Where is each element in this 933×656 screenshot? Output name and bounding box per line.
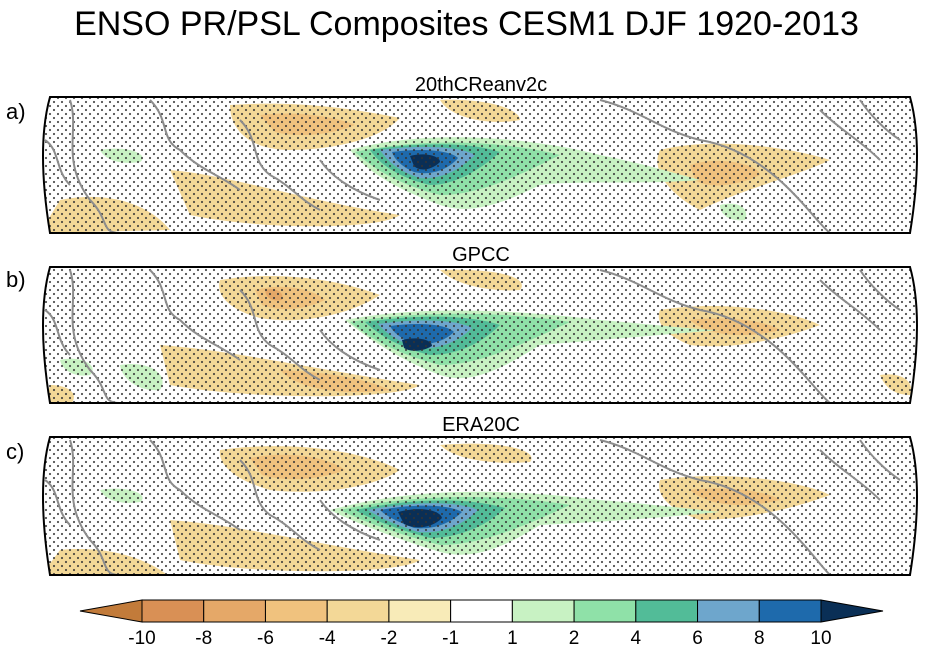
colorbar-tick-label: 6 xyxy=(692,628,703,649)
colorbar-segment xyxy=(635,599,699,623)
colorbar-segment xyxy=(326,599,390,623)
colorbar-segment xyxy=(388,599,452,623)
colorbar-segment xyxy=(758,599,822,623)
colorbar-segment xyxy=(141,599,205,623)
figure-title: ENSO PR/PSL Composites CESM1 DJF 1920-20… xyxy=(74,5,859,43)
colorbar-segment xyxy=(573,599,637,623)
colorbar-segment xyxy=(697,599,760,623)
colorbar-tick-label: -8 xyxy=(195,628,212,649)
colorbar-tick-label: -4 xyxy=(319,628,336,649)
colorbar-tick-label: 1 xyxy=(507,628,518,649)
map-panel-a xyxy=(43,97,917,233)
map-panel-b xyxy=(43,267,917,403)
panel-a-title: 20thCReanv2c xyxy=(414,74,548,96)
colorbar-segment xyxy=(511,599,575,623)
colorbar-tick-label: -10 xyxy=(128,628,155,649)
colorbar-tick-label: 2 xyxy=(569,628,580,649)
colorbar-segment xyxy=(264,599,328,623)
colorbar-tick-label: -6 xyxy=(257,628,274,649)
panel-c-title: ERA20C xyxy=(442,414,520,436)
colorbar-tick-label: 4 xyxy=(631,628,642,649)
colorbar-tick-label: -1 xyxy=(442,628,459,649)
map-panel-c xyxy=(43,437,917,575)
panel-b-letter: b) xyxy=(6,267,26,292)
colorbar-segment xyxy=(79,599,143,623)
panel-a-letter: a) xyxy=(6,99,26,124)
colorbar-segment xyxy=(820,599,884,623)
panel-b-title: GPCC xyxy=(452,244,510,266)
colorbar-segment xyxy=(450,599,513,623)
colorbar-tick-label: -2 xyxy=(380,628,397,649)
colorbar-tick-label: 10 xyxy=(810,628,831,649)
colorbar-tick-label: 8 xyxy=(754,628,765,649)
panel-c-letter: c) xyxy=(6,439,25,464)
colorbar-segment xyxy=(203,599,266,623)
colorbar: -10 -8 -6 -4 -2 -1 1 2 4 6 8 10 xyxy=(79,599,884,649)
